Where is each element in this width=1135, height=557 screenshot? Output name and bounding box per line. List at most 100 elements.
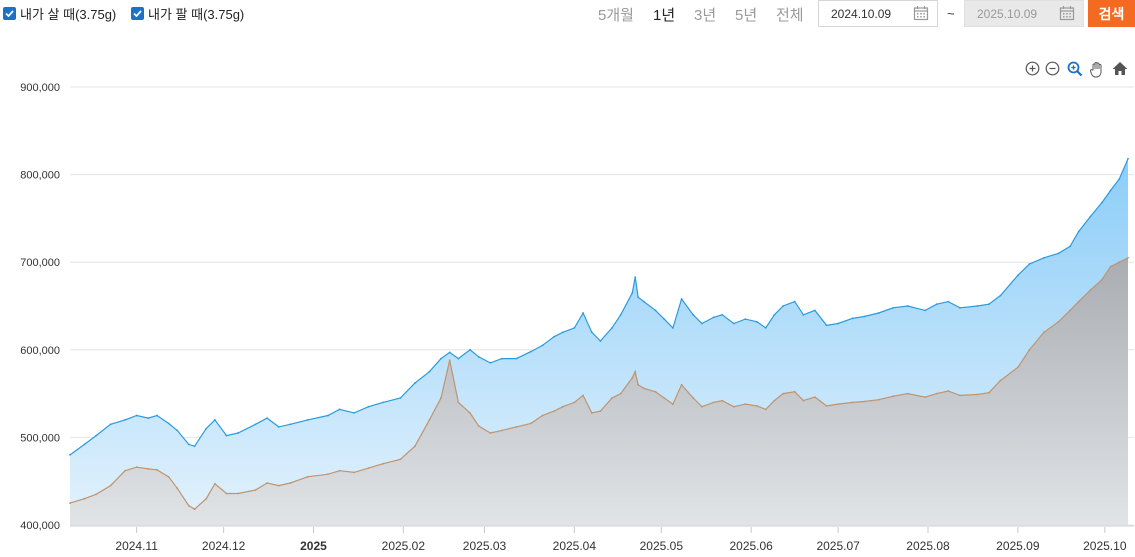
series-buy-point	[156, 414, 158, 417]
series-buy-point	[782, 305, 784, 307]
series-buy-point	[440, 357, 442, 360]
series-sell-point	[1127, 256, 1129, 259]
series-sell-point	[793, 390, 796, 393]
series-buy-point	[338, 408, 341, 411]
series-sell-point	[214, 482, 216, 485]
y-tick-label: 900,000	[20, 82, 60, 94]
series-buy-point	[237, 432, 240, 434]
series-buy-point	[541, 344, 544, 347]
series-buy-point	[721, 313, 724, 316]
series-sell-point	[353, 471, 355, 474]
series-buy-point	[637, 296, 639, 299]
period-5months[interactable]: 5개월	[598, 7, 634, 24]
series-sell-point	[1089, 289, 1092, 292]
series-sell-point	[266, 482, 268, 484]
series-sell-point	[501, 429, 503, 432]
series-sell-point	[530, 422, 532, 425]
pan-hand-icon[interactable]	[1089, 61, 1105, 83]
series-sell-point	[837, 403, 839, 405]
series-buy-point	[530, 350, 532, 353]
series-sell-point	[573, 401, 576, 404]
period-3years[interactable]: 3년	[694, 7, 717, 24]
series-buy-point	[469, 348, 471, 351]
calendar-icon[interactable]	[1059, 5, 1075, 24]
series-buy-point	[599, 340, 602, 342]
legend-buy-toggle[interactable]: 내가 살 때(3.75g)	[3, 4, 116, 23]
series-buy-point	[582, 312, 584, 314]
series-sell-point	[825, 405, 828, 407]
series-sell-point	[802, 399, 805, 402]
series-sell-point	[515, 426, 518, 428]
series-buy-point	[935, 303, 938, 306]
series-buy-point	[744, 318, 747, 320]
series-sell-point	[756, 405, 758, 407]
series-buy-point	[457, 357, 460, 360]
series-sell-point	[814, 396, 816, 398]
x-tick-label: 2025.04	[553, 539, 597, 553]
series-buy-point	[732, 322, 735, 325]
series-sell-point	[225, 492, 228, 495]
search-button[interactable]: 검색	[1088, 0, 1135, 27]
series-sell-point	[561, 405, 564, 408]
series-sell-point	[553, 410, 555, 412]
series-sell-point	[277, 484, 280, 487]
series-buy-point	[590, 331, 593, 334]
series-buy-point	[515, 357, 518, 360]
series-sell-point	[1028, 348, 1031, 351]
checkbox-checked-icon[interactable]	[3, 7, 16, 20]
period-1year[interactable]: 1년	[653, 7, 676, 24]
series-sell-point	[306, 475, 309, 478]
series-sell-point	[877, 398, 880, 401]
series-sell-point	[851, 401, 854, 404]
chart-controls-bar: 내가 살 때(3.75g) 내가 팔 때(3.75g) 5개월 1년 3년 5년…	[0, 0, 1135, 28]
series-sell-point	[1069, 309, 1071, 312]
series-buy-point	[1127, 157, 1129, 160]
series-sell-point	[924, 396, 926, 398]
series-sell-point	[414, 445, 416, 448]
series-sell-point	[187, 504, 190, 507]
series-buy-point	[448, 351, 451, 354]
calendar-icon[interactable]	[913, 5, 929, 24]
zoom-in-icon[interactable]	[1025, 61, 1040, 81]
series-buy-point	[802, 313, 805, 316]
legend-sell-toggle[interactable]: 내가 팔 때(3.75g)	[131, 4, 244, 23]
period-all[interactable]: 전체	[776, 7, 804, 24]
magnifier-icon[interactable]	[1067, 61, 1083, 82]
x-tick-label: 2025	[300, 539, 327, 553]
series-buy-point	[793, 300, 796, 303]
series-sell-point	[156, 468, 158, 471]
series-sell-point	[428, 419, 431, 421]
series-sell-point	[582, 394, 584, 397]
series-sell-point	[95, 493, 97, 496]
start-date-field[interactable]: 2024.10.09	[818, 0, 938, 27]
series-sell-point	[672, 403, 674, 405]
checkbox-checked-icon[interactable]	[131, 7, 144, 20]
series-sell-point	[721, 399, 724, 402]
series-buy-point	[837, 322, 839, 325]
series-sell-point	[701, 405, 703, 408]
series-sell-point	[663, 397, 666, 399]
end-date-field[interactable]: 2025.10.09	[964, 0, 1084, 27]
zoom-out-icon[interactable]	[1045, 61, 1060, 81]
series-buy-point	[205, 427, 208, 430]
series-buy-point	[712, 316, 715, 319]
home-icon[interactable]	[1112, 61, 1128, 81]
series-sell-point	[1101, 278, 1103, 281]
y-tick-label: 800,000	[20, 170, 60, 182]
series-buy-point	[680, 298, 683, 300]
series-buy-point	[187, 443, 190, 446]
period-5years[interactable]: 5년	[735, 7, 758, 24]
series-sell-point	[469, 412, 471, 414]
series-buy-point	[1089, 215, 1092, 218]
series-buy-point	[663, 318, 666, 320]
x-tick-label: 2025.06	[729, 539, 773, 553]
series-sell-point	[477, 425, 480, 427]
series-buy-point	[634, 276, 637, 278]
series-sell-point	[654, 390, 657, 393]
series-buy-point	[225, 434, 228, 437]
series-buy-point	[193, 445, 196, 448]
series-buy-point	[254, 423, 257, 426]
start-date-value: 2024.10.09	[831, 6, 892, 21]
series-buy-point	[489, 362, 492, 364]
series-buy-point	[692, 313, 695, 316]
